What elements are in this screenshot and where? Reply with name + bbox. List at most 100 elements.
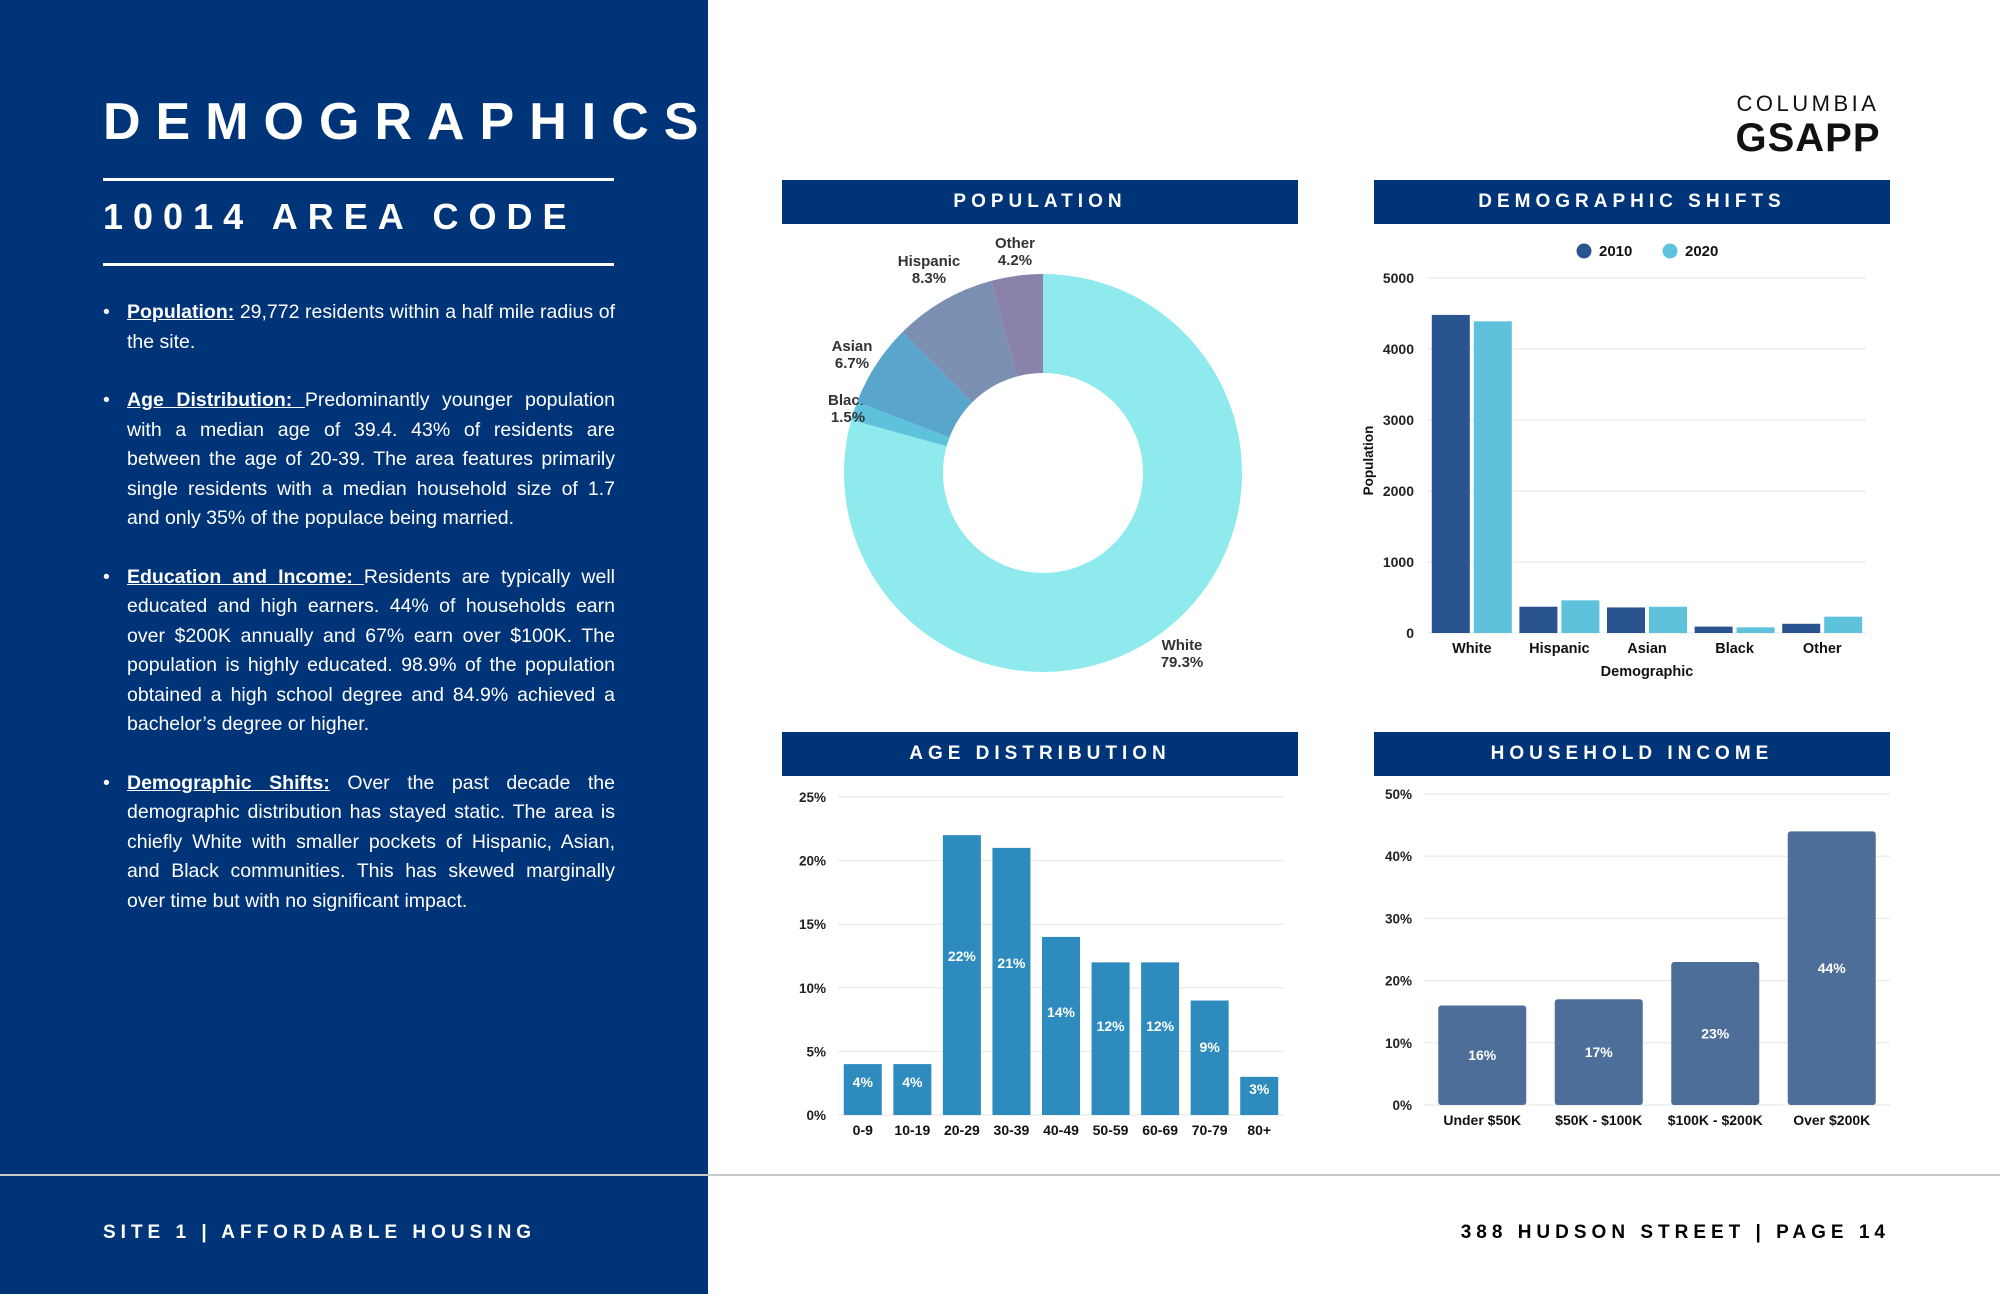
bar-value-label: 21% xyxy=(997,955,1026,971)
bar-value-label: 22% xyxy=(948,948,977,964)
bullet-age-distribution: Age Distribution: Predominantly younger … xyxy=(103,386,615,534)
y-tick-label: 20% xyxy=(1385,974,1412,989)
x-tick-label: 10-19 xyxy=(894,1122,930,1138)
bullet-text: Predominantly younger population with a … xyxy=(127,389,615,529)
pie-label-name: Asian xyxy=(832,338,873,355)
household-income-header: HOUSEHOLD INCOME xyxy=(1374,732,1890,776)
y-tick-label: 15% xyxy=(799,917,826,932)
bullet-lead: Population: xyxy=(127,301,235,323)
y-tick-label: 2000 xyxy=(1383,483,1414,499)
y-tick-label: 25% xyxy=(799,790,826,805)
bullet-education-income: Education and Income: Residents are typi… xyxy=(103,563,615,740)
pie-label-value: 8.3% xyxy=(912,270,946,287)
footer-address-page: 388 HUDSON STREET | PAGE 14 xyxy=(1460,1222,1890,1243)
subtitle-divider xyxy=(103,263,614,266)
bullet-lead: Education and Income: xyxy=(127,565,364,588)
footer-site-label: SITE 1 | AFFORDABLE HOUSING xyxy=(103,1222,537,1243)
title-divider xyxy=(103,178,614,181)
y-tick-label: 3000 xyxy=(1383,412,1414,428)
sidebar: DEMOGRAPHICS 10014 AREA CODE Population:… xyxy=(0,0,708,1294)
x-tick-label: Over $200K xyxy=(1793,1112,1870,1128)
bar-$100K - $200K xyxy=(1671,961,1760,1105)
x-tick-label: 20-29 xyxy=(944,1122,980,1138)
y-tick-label: 50% xyxy=(1385,787,1412,802)
legend-marker xyxy=(1662,243,1678,259)
x-tick-label: 80+ xyxy=(1247,1122,1271,1138)
bullet-population: Population: 29,772 residents within a ha… xyxy=(103,298,615,357)
bullet-text: Residents are typically well educated an… xyxy=(127,565,615,736)
bar-Asian-2020 xyxy=(1649,606,1687,633)
bar-50-59 xyxy=(1091,962,1130,1115)
bar-value-label: 12% xyxy=(1097,1018,1126,1034)
household-income-chart: 0% 10% 20% 30% 40% 50% 16% Under $50K 17% $50K - … xyxy=(1385,787,1890,1128)
bullet-text: 29,772 residents within a half mile radi… xyxy=(127,301,615,353)
bar-Asian-2010 xyxy=(1607,607,1645,633)
x-tick-label: $50K - $100K xyxy=(1555,1112,1642,1128)
x-tick-label: 60-69 xyxy=(1142,1122,1178,1138)
bar-value-label: 3% xyxy=(1249,1081,1270,1097)
y-tick-label: 10% xyxy=(1385,1036,1412,1051)
x-tick-label: 30-39 xyxy=(994,1122,1030,1138)
x-tick-label: Asian xyxy=(1627,641,1667,657)
x-tick-label: Hispanic xyxy=(1529,641,1589,657)
pie-label-name: Black xyxy=(828,392,869,409)
x-tick-label: Black xyxy=(1715,641,1755,657)
pie-label-name: White xyxy=(1162,637,1203,654)
pie-slice-hispanic xyxy=(902,280,1017,403)
bar-value-label: 9% xyxy=(1200,1039,1221,1055)
bullet-text: Over the past decade the demographic dis… xyxy=(127,771,615,912)
y-tick-label: 5% xyxy=(806,1044,826,1059)
y-tick-label: 0% xyxy=(1392,1098,1412,1113)
bar-value-label: 17% xyxy=(1585,1044,1614,1060)
x-tick-label: Other xyxy=(1803,641,1842,657)
legend-marker xyxy=(1576,243,1592,259)
x-tick-label: 50-59 xyxy=(1093,1122,1129,1138)
pie-label-value: 79.3% xyxy=(1161,654,1204,671)
bullet-demographic-shifts: Demographic Shifts: Over the past decade… xyxy=(103,769,615,917)
page-subtitle: 10014 AREA CODE xyxy=(103,196,577,237)
logo-main-text: GSAPP xyxy=(1735,116,1881,160)
bar-value-label: 4% xyxy=(902,1074,923,1090)
y-tick-label: 30% xyxy=(1385,911,1412,926)
bar-Other-2010 xyxy=(1782,623,1821,633)
bar-Hispanic-2010 xyxy=(1519,606,1558,633)
demographic-shifts-header: DEMOGRAPHIC SHIFTS xyxy=(1374,180,1890,224)
pie-slice-white xyxy=(844,274,1242,672)
bullet-lead: Age Distribution: xyxy=(127,389,305,411)
age-distribution-header: AGE DISTRIBUTION xyxy=(782,732,1298,776)
page-title: DEMOGRAPHICS xyxy=(103,93,714,151)
bar-$50K - $100K xyxy=(1554,999,1643,1105)
bar-10-19 xyxy=(893,1064,932,1115)
population-header: POPULATION xyxy=(782,180,1298,224)
y-axis-label: Population xyxy=(1361,426,1376,496)
bar-0-9 xyxy=(843,1064,882,1115)
bar-20-29 xyxy=(942,835,981,1115)
pie-label-name: Other xyxy=(995,235,1035,252)
bar-40-49 xyxy=(1042,936,1080,1115)
y-tick-label: 0% xyxy=(806,1108,826,1123)
x-tick-label: Under $50K xyxy=(1443,1112,1521,1128)
bar-60-69 xyxy=(1141,962,1180,1115)
bar-70-79 xyxy=(1190,1000,1229,1115)
y-tick-label: 5000 xyxy=(1383,270,1414,286)
x-axis-label: Demographic xyxy=(1601,664,1694,680)
footer-divider xyxy=(0,1174,2000,1176)
pie-label-value: 6.7% xyxy=(835,355,869,372)
bar-80+ xyxy=(1240,1076,1279,1115)
bar-White-2010 xyxy=(1431,314,1470,633)
y-tick-label: 20% xyxy=(799,854,826,869)
bar-value-label: 14% xyxy=(1047,1004,1076,1020)
age-distribution-chart: 0% 5% 10% 15% 20% 25% 4% 0-9 4% 10-19 22% 20-29 21% 3… xyxy=(799,790,1284,1138)
x-tick-label: White xyxy=(1452,641,1491,657)
pie-label-value: 4.2% xyxy=(998,252,1032,269)
y-tick-label: 10% xyxy=(799,981,826,996)
x-tick-label: $100K - $200K xyxy=(1668,1112,1763,1128)
bar-Black-2020 xyxy=(1736,627,1775,633)
bar-value-label: 4% xyxy=(853,1074,874,1090)
pie-slice-asian xyxy=(857,332,973,438)
bar-Under $50K xyxy=(1438,1005,1527,1105)
y-tick-label: 1000 xyxy=(1383,554,1414,570)
pie-label-name: Hispanic xyxy=(898,253,961,270)
legend-label: 2020 xyxy=(1685,243,1718,260)
pie-label-value: 1.5% xyxy=(831,409,865,426)
